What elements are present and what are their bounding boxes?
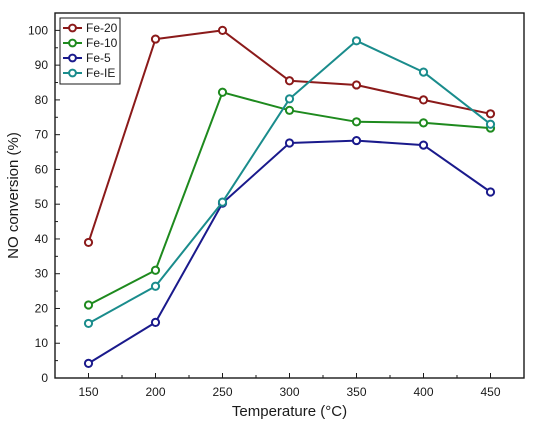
y-tick-label: 30 <box>35 267 49 281</box>
data-point-fe-10 <box>150 265 161 275</box>
x-tick-label: 250 <box>212 385 232 399</box>
series-fe-10 <box>83 87 496 310</box>
y-axis-ticks: 0 10 20 30 40 50 60 70 80 90 100 <box>28 23 60 385</box>
legend-swatch-marker <box>68 68 77 78</box>
x-axis-ticks: 150 200 250 300 350 400 450 <box>78 373 501 399</box>
series-line-fe-20 <box>87 29 491 243</box>
legend-item-fe-10: Fe-10 <box>63 36 118 50</box>
legend-label: Fe-20 <box>86 21 118 35</box>
data-point-fe-ie <box>351 36 362 46</box>
series-fe-5 <box>83 135 496 368</box>
series-fe-ie <box>83 36 496 329</box>
legend-swatch-marker <box>68 38 77 48</box>
y-tick-label: 40 <box>35 232 49 246</box>
series-layer <box>83 25 496 368</box>
y-tick-label: 0 <box>41 371 48 385</box>
y-tick-label: 80 <box>35 93 49 107</box>
data-point-fe-10 <box>284 105 295 115</box>
data-point-fe-ie <box>418 67 429 77</box>
series-line-fe-10 <box>88 91 491 306</box>
data-point-fe-10 <box>351 117 362 127</box>
y-tick-label: 50 <box>35 197 49 211</box>
data-point-fe-ie <box>150 281 161 291</box>
y-axis-title: NO conversion (%) <box>5 132 22 259</box>
x-tick-label: 150 <box>78 385 98 399</box>
data-point-fe-5 <box>418 140 429 150</box>
legend-swatch-marker <box>68 53 77 63</box>
y-tick-label: 60 <box>35 162 49 176</box>
data-point-fe-5 <box>83 358 94 368</box>
x-tick-label: 350 <box>346 385 366 399</box>
legend-item-fe-5: Fe-5 <box>63 51 111 65</box>
x-tick-label: 400 <box>413 385 433 399</box>
data-point-fe-20 <box>217 25 228 35</box>
data-point-fe-ie <box>485 119 496 129</box>
data-point-fe-20 <box>284 76 295 86</box>
y-tick-label: 10 <box>35 336 49 350</box>
y-tick-label: 20 <box>35 301 49 315</box>
x-tick-label: 300 <box>279 385 299 399</box>
legend-swatch-marker <box>68 23 77 33</box>
y-tick-label: 100 <box>28 23 48 37</box>
legend-item-fe-20: Fe-20 <box>63 21 118 35</box>
data-point-fe-10 <box>217 87 228 97</box>
data-point-fe-ie <box>217 197 228 207</box>
data-point-fe-10 <box>418 118 429 128</box>
data-point-fe-20 <box>351 80 362 90</box>
y-tick-label: 90 <box>35 58 49 72</box>
data-point-fe-5 <box>284 138 295 148</box>
data-point-fe-5 <box>351 135 362 146</box>
data-point-fe-20 <box>485 109 496 119</box>
legend-item-fe-ie: Fe-IE <box>63 66 115 80</box>
x-axis-title: Temperature (°C) <box>232 403 347 420</box>
x-tick-label: 200 <box>145 385 165 399</box>
plot-frame <box>54 12 525 379</box>
legend-label: Fe-IE <box>86 66 115 80</box>
data-point-fe-5 <box>485 187 496 197</box>
x-tick-label: 450 <box>480 385 500 399</box>
data-point-fe-5 <box>150 317 161 327</box>
series-fe-20 <box>83 25 496 248</box>
data-point-fe-10 <box>83 300 94 310</box>
data-point-fe-20 <box>418 95 429 105</box>
data-point-fe-ie <box>83 318 94 329</box>
data-point-fe-ie <box>284 94 295 104</box>
y-tick-label: 70 <box>35 128 49 142</box>
data-point-fe-20 <box>150 34 161 44</box>
series-line-fe-5 <box>87 139 492 365</box>
legend-label: Fe-5 <box>86 51 111 65</box>
legend-label: Fe-10 <box>86 36 118 50</box>
data-point-fe-20 <box>83 237 94 248</box>
